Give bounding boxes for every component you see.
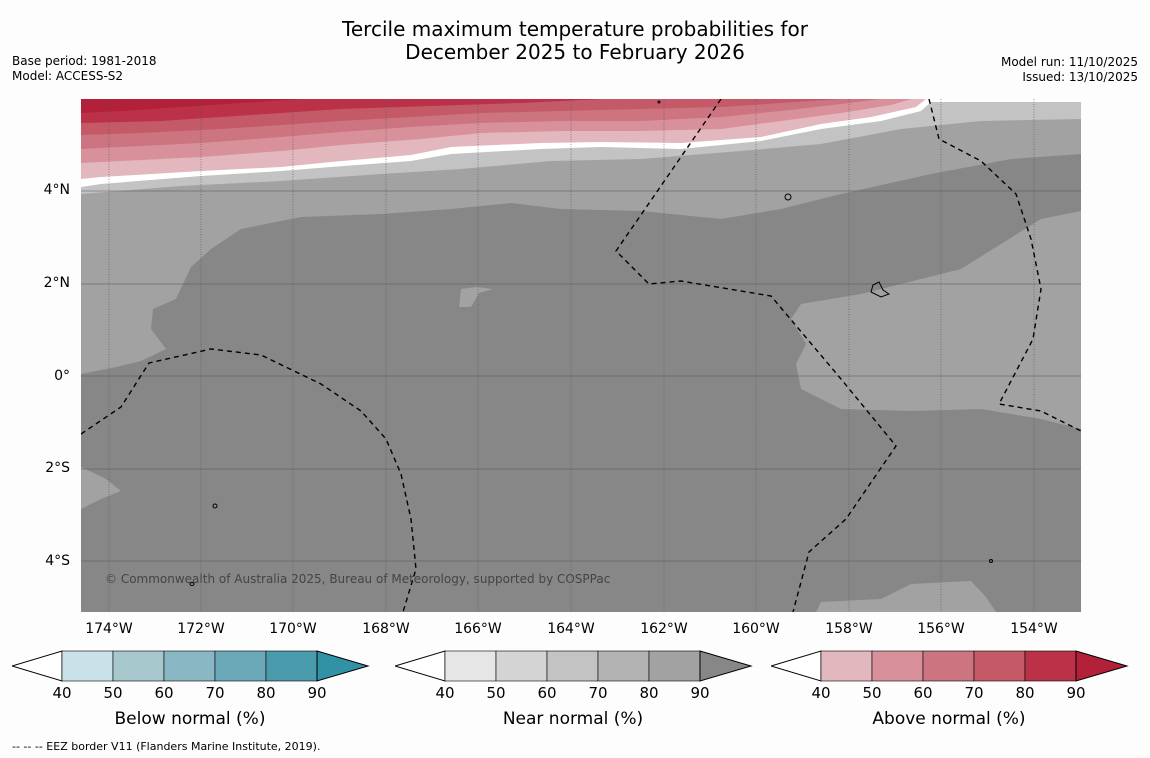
tick-below-90: 90 (307, 684, 327, 702)
lat-label-4s: 4°S (45, 553, 70, 569)
lon-label-162w: 162°W (640, 621, 688, 637)
colorbar-segment (112, 650, 165, 682)
lat-label-4n: 4°N (43, 182, 70, 198)
model-run: Model run: 11/10/2025 (1000, 55, 1138, 69)
lon-label-168w: 168°W (362, 621, 410, 637)
title-line-2: December 2025 to February 2026 (405, 40, 745, 64)
tick-near-70: 70 (588, 684, 608, 702)
colorbar-segment (699, 650, 753, 682)
above-normal-max-region (81, 99, 301, 113)
colorbar-segment (973, 650, 1026, 682)
colorbar-segment (214, 650, 267, 682)
colorbar-segment (1024, 650, 1077, 682)
colorbar-segment (546, 650, 599, 682)
colorbar-segment (495, 650, 548, 682)
legend-title-below: Below normal (%) (114, 709, 266, 729)
tick-above-40: 40 (811, 684, 831, 702)
copyright-notice: © Commonwealth of Australia 2025, Bureau… (105, 572, 611, 586)
latitude-gridlines (81, 190, 1081, 562)
near-normal-mid-patch (459, 287, 493, 307)
tick-above-70: 70 (964, 684, 984, 702)
near-normal-mid-east-region (791, 211, 1081, 429)
colorbar-near-normal (395, 650, 753, 682)
base-period: Base period: 1981-2018 (12, 54, 157, 68)
lon-label-160w: 160°W (732, 621, 780, 637)
colorbar-segment (395, 650, 446, 682)
lon-label-170w: 170°W (269, 621, 317, 637)
issued-date: Issued: 13/10/2025 (1022, 70, 1138, 84)
lon-label-158w: 158°W (825, 621, 873, 637)
colorbar-above-normal (771, 650, 1129, 682)
lat-label-2n: 2°N (43, 275, 70, 291)
colorbar-segment (771, 650, 822, 682)
tick-near-80: 80 (639, 684, 659, 702)
eez-footnote: -- -- -- EEZ border V11 (Flanders Marine… (12, 740, 321, 753)
tick-above-60: 60 (913, 684, 933, 702)
tick-near-40: 40 (435, 684, 455, 702)
lon-label-164w: 164°W (547, 621, 595, 637)
colorbar-segment (316, 650, 370, 682)
lon-label-156w: 156°W (917, 621, 965, 637)
lon-label-174w: 174°W (85, 621, 133, 637)
probability-map (81, 99, 1081, 612)
islands (189, 100, 993, 586)
tick-below-50: 50 (103, 684, 123, 702)
tick-below-70: 70 (205, 684, 225, 702)
lon-label-172w: 172°W (177, 621, 225, 637)
legend-above-normal (771, 650, 1129, 684)
tick-near-90: 90 (690, 684, 710, 702)
tick-below-80: 80 (256, 684, 276, 702)
colorbar-segment (163, 650, 216, 682)
title-line-1: Tercile maximum temperature probabilitie… (342, 17, 808, 41)
colorbar-segment (1075, 650, 1129, 682)
tick-above-50: 50 (862, 684, 882, 702)
tick-near-50: 50 (486, 684, 506, 702)
meta-left: Base period: 1981-2018 Model: ACCESS-S2 (12, 54, 157, 84)
legend-title-above: Above normal (%) (872, 709, 1026, 729)
colorbar-segment (61, 650, 114, 682)
lat-label-0: 0° (54, 368, 70, 384)
near-normal-mid-patch-sw (81, 467, 121, 509)
model-name: Model: ACCESS-S2 (12, 69, 124, 83)
colorbar-segment (820, 650, 873, 682)
tick-near-60: 60 (537, 684, 557, 702)
near-normal-mid-patch-se (816, 581, 996, 612)
colorbar-segment (871, 650, 924, 682)
colorbar-segment (12, 650, 63, 682)
eez-borders (81, 99, 1081, 612)
tick-above-80: 80 (1015, 684, 1035, 702)
meta-right: Model run: 11/10/2025 Issued: 13/10/2025 (1001, 55, 1138, 85)
colorbar-segment (444, 650, 497, 682)
map-panel (81, 99, 1081, 612)
colorbar-segment (597, 650, 650, 682)
colorbar-segment (265, 650, 318, 682)
longitude-gridlines (108, 99, 1035, 612)
tick-above-90: 90 (1066, 684, 1086, 702)
tick-below-40: 40 (52, 684, 72, 702)
colorbar-segment (648, 650, 701, 682)
colorbar-segment (922, 650, 975, 682)
legend-below-normal (12, 650, 370, 684)
map-title: Tercile maximum temperature probabilitie… (0, 18, 1150, 64)
lat-label-2s: 2°S (45, 460, 70, 476)
legend-title-near: Near normal (%) (502, 709, 644, 729)
lon-label-166w: 166°W (454, 621, 502, 637)
lon-label-154w: 154°W (1010, 621, 1058, 637)
legend-near-normal (395, 650, 753, 684)
tick-below-60: 60 (154, 684, 174, 702)
colorbar-below-normal (12, 650, 370, 682)
